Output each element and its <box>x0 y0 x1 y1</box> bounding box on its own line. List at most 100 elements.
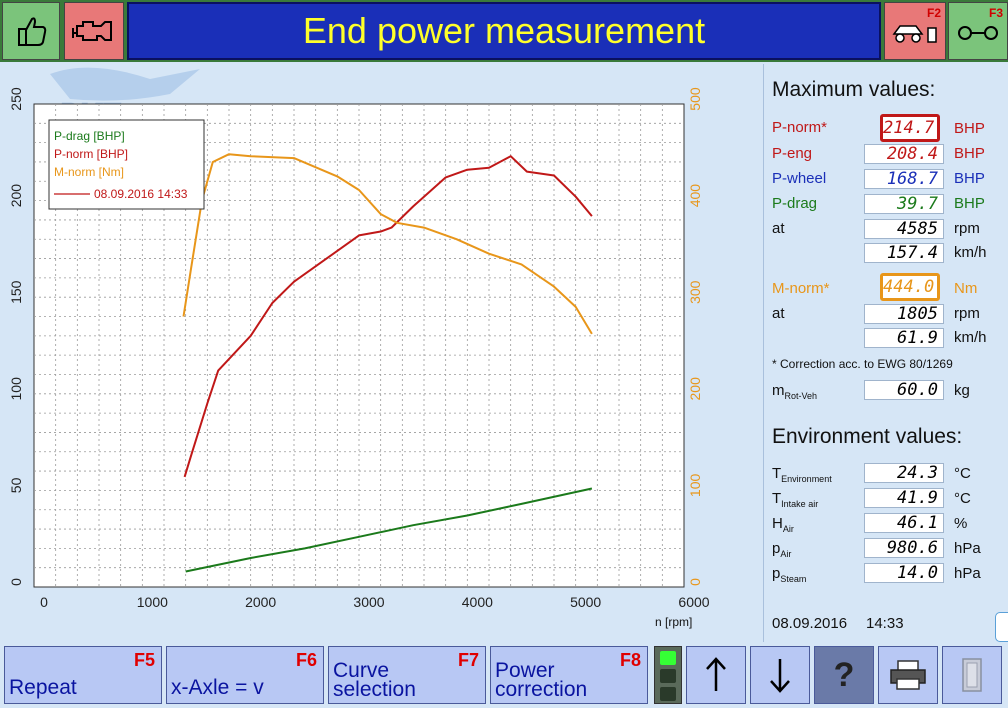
f3-rollers-button[interactable]: F3 <box>948 2 1008 60</box>
repeat-key: F5 <box>133 650 155 670</box>
p-wheel-value: 168.7 <box>864 169 944 189</box>
dyno-car-icon <box>892 25 937 43</box>
x-tick-label: 4000 <box>462 594 493 610</box>
y-right-tick-label: 500 <box>687 87 703 111</box>
t-intake-value: 41.9 <box>864 488 944 508</box>
print-button[interactable] <box>878 646 938 704</box>
engine-icon <box>72 21 112 41</box>
status-traffic-light <box>654 646 682 704</box>
p-eng-unit: BHP <box>954 145 985 162</box>
repeat-button[interactable]: F5 Repeat <box>4 646 162 704</box>
x-tick-label: 6000 <box>678 594 709 610</box>
y-left-tick-label: 100 <box>8 377 24 401</box>
help-icon: ? <box>833 655 855 694</box>
p-steam-value: 14.0 <box>864 563 944 583</box>
t-env-label: TEnvironment <box>772 465 832 484</box>
y-right-tick-label: 100 <box>687 474 703 498</box>
m-at-kmh-value: 61.9 <box>864 328 944 348</box>
at-rpm-value: 4585 <box>864 219 944 239</box>
y-right-axis-ticks: 0 100 200 300 400 500 <box>687 87 703 586</box>
arrow-up-icon <box>706 657 726 691</box>
side-tab-handle[interactable] <box>995 612 1008 642</box>
p-air-value: 980.6 <box>864 538 944 558</box>
y-right-tick-label: 0 <box>687 578 703 586</box>
p-air-unit: hPa <box>954 540 981 557</box>
x-tick-label: 3000 <box>353 594 384 610</box>
legend-date: 08.09.2016 14:33 <box>94 187 188 201</box>
m-at-rpm-unit: rpm <box>954 305 980 322</box>
series-line-m-norm <box>182 153 593 335</box>
curve-selection-button[interactable]: F7 Curve selection <box>328 646 486 704</box>
p-drag-unit: BHP <box>954 195 985 212</box>
arrow-down-button[interactable] <box>750 646 810 704</box>
engine-button[interactable] <box>64 2 124 60</box>
arrow-up-button[interactable] <box>686 646 746 704</box>
status-light-off-2 <box>660 687 676 701</box>
p-wheel-label: P-wheel <box>772 170 827 187</box>
status-light-green <box>660 651 676 665</box>
f3-key-label: F3 <box>988 6 1003 20</box>
door-icon <box>962 658 982 692</box>
chart-series <box>182 153 593 573</box>
t-intake-label: TIntake air <box>772 490 819 509</box>
legend-p-drag: P-drag [BHP] <box>54 129 125 143</box>
m-at-label: at <box>772 305 785 322</box>
thumbs-up-button[interactable] <box>2 2 60 60</box>
x-axle-key: F6 <box>295 650 317 670</box>
m-at-kmh-unit: km/h <box>954 329 987 346</box>
curve-selection-label: Curve selection <box>333 659 416 701</box>
at-kmh-unit: km/h <box>954 244 987 261</box>
p-norm-unit: BHP <box>954 120 985 137</box>
help-button[interactable]: ? <box>814 646 874 704</box>
series-line-p-drag <box>185 487 593 573</box>
t-intake-unit: °C <box>954 490 971 507</box>
correction-note: * Correction acc. to EWG 80/1269 <box>772 357 953 371</box>
power-correction-label: Power correction <box>495 659 588 701</box>
x-tick-label: 0 <box>40 594 48 610</box>
p-eng-value: 208.4 <box>864 144 944 164</box>
m-rot-unit: kg <box>954 382 970 399</box>
p-drag-value: 39.7 <box>864 194 944 214</box>
series-line-p-norm <box>183 155 593 478</box>
y-left-tick-label: 0 <box>8 578 24 586</box>
measurement-date: 08.09.2016 <box>772 615 848 632</box>
t-env-unit: °C <box>954 465 971 482</box>
page-title: End power measurement <box>302 10 706 51</box>
m-at-rpm-value: 1805 <box>864 304 944 324</box>
arrow-down-icon <box>770 659 790 693</box>
x-tick-label: 2000 <box>245 594 276 610</box>
legend-p-norm: P-norm [BHP] <box>54 147 128 161</box>
power-correction-button[interactable]: F8 Power correction <box>490 646 648 704</box>
at-kmh-value: 157.4 <box>864 243 944 263</box>
p-steam-label: pSteam <box>772 565 807 584</box>
x-axle-label: x-Axle = v <box>171 676 264 699</box>
p-eng-label: P-eng <box>772 145 813 162</box>
y-right-tick-label: 400 <box>687 184 703 208</box>
h-air-label: HAir <box>772 515 794 534</box>
measurement-time: 14:33 <box>866 615 904 632</box>
m-rot-label: mRot-Veh <box>772 382 818 401</box>
at-rpm-unit: rpm <box>954 220 980 237</box>
thumbs-up-icon <box>18 17 47 46</box>
f2-dyno-button[interactable]: F2 <box>884 2 946 60</box>
environment-title: Environment values: <box>772 425 963 448</box>
bottom-toolbar: F5 Repeat F6 x-Axle = v F7 Curve selectio… <box>0 642 1008 708</box>
t-env-value: 24.3 <box>864 463 944 483</box>
x-axle-button[interactable]: F6 x-Axle = v <box>166 646 324 704</box>
p-norm-value: 214.7 <box>880 114 940 142</box>
p-norm-label: P-norm* <box>772 119 828 136</box>
m-norm-value: 444.0 <box>880 273 940 301</box>
h-air-value: 46.1 <box>864 513 944 533</box>
x-axis-ticks: 0 1000 2000 3000 4000 5000 6000 <box>40 594 710 610</box>
p-drag-label: P-drag <box>772 195 818 212</box>
m-rot-value: 60.0 <box>864 380 944 400</box>
y-right-tick-label: 200 <box>687 377 703 401</box>
y-left-axis-ticks: 0 50 100 150 200 250 <box>8 87 24 586</box>
curve-selection-key: F7 <box>457 650 479 670</box>
y-left-tick-label: 50 <box>8 477 24 493</box>
rollers-icon <box>958 26 998 40</box>
y-left-tick-label: 150 <box>8 280 24 304</box>
exit-door-button[interactable] <box>942 646 1002 704</box>
